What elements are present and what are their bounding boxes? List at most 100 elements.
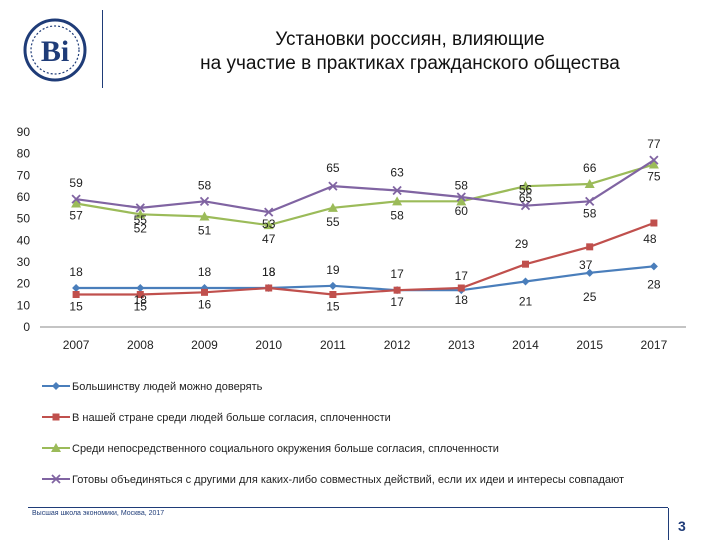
data-label: 65 (326, 161, 340, 175)
data-point (327, 202, 338, 212)
y-tick-label: 80 (17, 147, 31, 161)
page-title: Установки россиян, влияющие на участие в… (110, 28, 710, 76)
data-label: 51 (198, 224, 212, 238)
data-point (392, 196, 403, 206)
data-label: 53 (262, 217, 276, 231)
data-point (393, 286, 401, 294)
data-label: 75 (647, 170, 661, 184)
data-point (71, 194, 81, 204)
data-label: 58 (198, 178, 212, 192)
data-label: 18 (455, 293, 469, 307)
legend-label: Готовы объединяться с другими для каких-… (72, 474, 624, 486)
x-tick-label: 2008 (127, 338, 154, 352)
title-line-1: Установки россиян, влияющие (275, 29, 545, 50)
y-tick-label: 10 (17, 298, 31, 312)
data-label: 17 (455, 269, 469, 283)
y-tick-label: 20 (17, 277, 31, 291)
legend-label: Большинству людей можно доверять (72, 381, 263, 393)
data-label: 65 (519, 191, 533, 205)
legend-item: В нашей стране среди людей больше соглас… (42, 412, 391, 424)
data-label: 18 (198, 265, 212, 279)
data-label: 15 (69, 300, 83, 314)
data-label: 19 (326, 263, 340, 277)
series-line (75, 163, 655, 227)
data-label: 25 (583, 290, 597, 304)
data-point (520, 201, 531, 211)
series-line (76, 265, 655, 292)
x-tick-label: 2010 (255, 338, 282, 352)
data-point (520, 181, 531, 191)
data-label: 18 (134, 293, 148, 307)
data-point (199, 196, 210, 206)
x-tick-label: 2011 (320, 338, 346, 352)
data-label: 57 (69, 209, 83, 223)
y-tick-label: 30 (17, 255, 31, 269)
data-label: 17 (390, 295, 404, 309)
data-point (521, 277, 530, 286)
line-chart: 0 10 20 30 40 50 60 70 80 90 2007 2008 2009 2010 2011… (17, 125, 686, 486)
data-label: 58 (390, 208, 404, 222)
data-point (585, 268, 594, 277)
x-tick-label: 2007 (63, 338, 90, 352)
x-tick-label: 2013 (448, 338, 475, 352)
hse-logo-icon: Ві (23, 18, 87, 82)
y-axis: 0 10 20 30 40 50 60 70 80 90 (17, 125, 31, 334)
y-tick-label: 90 (17, 125, 31, 139)
x-tick-label: 2009 (191, 338, 218, 352)
data-label: 52 (134, 221, 148, 235)
slide-header: Ві Установки россиян, влияющие на участи… (0, 0, 720, 122)
data-point (71, 198, 82, 208)
data-point (328, 281, 337, 290)
data-label: 18 (262, 265, 276, 279)
data-label: 37 (579, 258, 593, 272)
data-point (199, 211, 210, 221)
series-line (75, 159, 655, 214)
data-point (586, 243, 594, 251)
data-point (650, 219, 658, 227)
data-label: 28 (647, 277, 661, 291)
legend: Большинству людей можно доверять В нашей … (42, 381, 624, 486)
y-tick-label: 60 (17, 190, 31, 204)
data-label: 55 (134, 213, 148, 227)
series-line (76, 221, 655, 296)
svg-text:Ві: Ві (41, 35, 69, 68)
data-label: 21 (519, 295, 533, 309)
legend-label: В нашей стране среди людей больше соглас… (72, 412, 391, 424)
data-label: 29 (515, 237, 529, 251)
legend-item: Большинству людей можно доверять (42, 381, 263, 393)
data-point (201, 288, 208, 296)
data-point (392, 185, 402, 196)
data-label: 66 (583, 161, 597, 175)
y-tick-label: 50 (17, 212, 31, 226)
header-divider (102, 10, 103, 88)
x-tick-label: 2015 (576, 338, 603, 352)
data-label: 15 (134, 300, 148, 314)
data-point (264, 207, 274, 217)
data-label: 58 (583, 206, 597, 220)
legend-item: Среди непосредственного социального окру… (42, 443, 499, 455)
data-point (649, 262, 658, 271)
data-label: 56 (519, 183, 533, 197)
data-point (263, 220, 274, 230)
data-label: 48 (643, 232, 657, 246)
data-point (456, 192, 466, 202)
data-point (135, 203, 145, 213)
legend-marker (51, 443, 61, 452)
data-point (649, 155, 659, 165)
page-number-divider (668, 508, 669, 540)
data-point (72, 291, 80, 298)
y-tick-label: 70 (17, 168, 31, 182)
data-point (72, 284, 81, 292)
x-tick-label: 2012 (384, 338, 411, 352)
footer-source: Высшая школа экономики, Москва, 2017 (32, 510, 165, 517)
data-point (265, 284, 273, 292)
y-tick-label: 0 (23, 320, 30, 334)
data-point (136, 284, 145, 292)
page-number: 3 (678, 518, 686, 534)
title-line-2: на участие в практиках гражданского обще… (200, 53, 620, 74)
data-label: 63 (390, 166, 404, 180)
data-point (585, 196, 595, 206)
y-tick-label: 40 (17, 233, 31, 247)
data-point (135, 209, 146, 219)
